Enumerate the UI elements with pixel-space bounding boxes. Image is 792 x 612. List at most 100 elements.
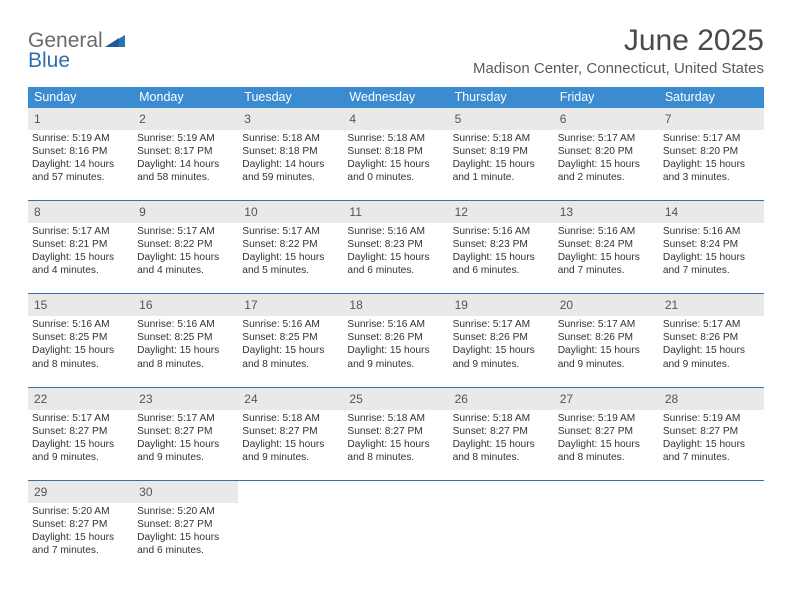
week-row: 8Sunrise: 5:17 AMSunset: 8:21 PMDaylight… xyxy=(28,200,764,283)
day-details: Sunrise: 5:18 AMSunset: 8:27 PMDaylight:… xyxy=(347,412,444,464)
day-cell: 6 Sunrise: 5:17 AMSunset: 8:20 PMDaylight… xyxy=(554,108,659,190)
day-details: Sunrise: 5:16 AMSunset: 8:24 PMDaylight:… xyxy=(663,225,760,277)
dow-header-wednesday: Wednesday xyxy=(343,87,448,108)
day-number: 22 xyxy=(34,392,47,406)
dow-header-sunday: Sunday xyxy=(28,87,133,108)
day-cell: 7Sunrise: 5:17 AMSunset: 8:20 PMDaylight… xyxy=(659,108,764,190)
day-cell: 29Sunrise: 5:20 AMSunset: 8:27 PMDayligh… xyxy=(28,481,133,563)
day-number: 23 xyxy=(139,392,152,406)
day-details: Sunrise: 5:18 AMSunset: 8:18 PMDaylight:… xyxy=(347,132,444,184)
day-number: 12 xyxy=(455,205,468,219)
day-cell: 22Sunrise: 5:17 AMSunset: 8:27 PMDayligh… xyxy=(28,388,133,470)
day-details: Sunrise: 5:16 AMSunset: 8:25 PMDaylight:… xyxy=(242,318,339,370)
day-cell: 13 Sunrise: 5:16 AMSunset: 8:24 PMDayligh… xyxy=(554,201,659,283)
day-cell: 8Sunrise: 5:17 AMSunset: 8:21 PMDaylight… xyxy=(28,201,133,283)
dow-header-saturday: Saturday xyxy=(659,87,764,108)
day-cell: 20 Sunrise: 5:17 AMSunset: 8:26 PMDayligh… xyxy=(554,294,659,376)
day-details: Sunrise: 5:17 AMSunset: 8:22 PMDaylight:… xyxy=(242,225,339,277)
daynum-bar: 6 xyxy=(554,108,659,130)
day-number: 27 xyxy=(560,392,573,406)
daynum-bar: 4 xyxy=(343,108,448,130)
day-details: Sunrise: 5:17 AMSunset: 8:22 PMDaylight:… xyxy=(137,225,234,277)
day-details: Sunrise: 5:20 AMSunset: 8:27 PMDaylight:… xyxy=(137,505,234,557)
empty-cell xyxy=(554,481,659,563)
day-number: 10 xyxy=(244,205,257,219)
daynum-bar: 8 xyxy=(28,201,133,223)
day-number: 20 xyxy=(560,298,573,312)
day-number: 11 xyxy=(349,205,361,219)
week-row: 22 Sunrise: 5:17 AMSunset: 8:27 PMDayligh… xyxy=(28,387,764,470)
day-cell: 10 Sunrise: 5:17 AMSunset: 8:22 PMDayligh… xyxy=(238,201,343,283)
day-number: 21 xyxy=(665,298,678,312)
daynum-bar: 26 xyxy=(449,388,554,410)
day-number: 5 xyxy=(455,112,462,126)
day-details: Sunrise: 5:16 AMSunset: 8:24 PMDaylight:… xyxy=(558,225,655,277)
day-details: Sunrise: 5:18 AMSunset: 8:18 PMDaylight:… xyxy=(242,132,339,184)
day-cell: 2Sunrise: 5:19 AMSunset: 8:17 PMDaylight… xyxy=(133,108,238,190)
day-cell: 21 Sunrise: 5:17 AMSunset: 8:26 PMDayligh… xyxy=(659,294,764,376)
day-cell: 3 Sunrise: 5:18 AMSunset: 8:18 PMDaylight… xyxy=(238,108,343,190)
day-number: 4 xyxy=(349,112,356,126)
day-details: Sunrise: 5:16 AMSunset: 8:23 PMDaylight:… xyxy=(453,225,550,277)
daynum-bar: 30 xyxy=(133,481,238,503)
day-number: 28 xyxy=(665,392,678,406)
logo: General Blue xyxy=(28,24,125,71)
empty-cell xyxy=(343,481,448,563)
day-details: Sunrise: 5:18 AMSunset: 8:27 PMDaylight:… xyxy=(242,412,339,464)
dow-header-friday: Friday xyxy=(554,87,659,108)
day-details: Sunrise: 5:17 AMSunset: 8:26 PMDaylight:… xyxy=(663,318,760,370)
day-cell: 27Sunrise: 5:19 AMSunset: 8:27 PMDayligh… xyxy=(554,388,659,470)
location-subtitle: Madison Center, Connecticut, United Stat… xyxy=(473,60,764,77)
daynum-bar: 27 xyxy=(554,388,659,410)
day-details: Sunrise: 5:17 AMSunset: 8:20 PMDaylight:… xyxy=(558,132,655,184)
day-cell: 25 Sunrise: 5:18 AMSunset: 8:27 PMDayligh… xyxy=(343,388,448,470)
week-row: 1Sunrise: 5:19 AMSunset: 8:16 PMDaylight… xyxy=(28,108,764,190)
day-cell: 28Sunrise: 5:19 AMSunset: 8:27 PMDayligh… xyxy=(659,388,764,470)
daynum-bar: 22 xyxy=(28,388,133,410)
dow-header-monday: Monday xyxy=(133,87,238,108)
calendar-grid: SundayMondayTuesdayWednesdayThursdayFrid… xyxy=(28,87,764,563)
dow-header-row: SundayMondayTuesdayWednesdayThursdayFrid… xyxy=(28,87,764,108)
day-details: Sunrise: 5:16 AMSunset: 8:26 PMDaylight:… xyxy=(347,318,444,370)
daynum-bar: 21 xyxy=(659,294,764,316)
day-details: Sunrise: 5:18 AMSunset: 8:19 PMDaylight:… xyxy=(453,132,550,184)
daynum-bar: 14 xyxy=(659,201,764,223)
logo-word-blue: Blue xyxy=(28,50,125,71)
day-number: 30 xyxy=(139,485,152,499)
day-details: Sunrise: 5:17 AMSunset: 8:20 PMDaylight:… xyxy=(663,132,760,184)
day-number: 3 xyxy=(244,112,251,126)
empty-cell xyxy=(238,481,343,563)
day-number: 17 xyxy=(244,298,257,312)
day-number: 14 xyxy=(665,205,678,219)
day-number: 25 xyxy=(349,392,362,406)
daynum-bar: 1 xyxy=(28,108,133,130)
daynum-bar: 3 xyxy=(238,108,343,130)
day-cell: 4 Sunrise: 5:18 AMSunset: 8:18 PMDaylight… xyxy=(343,108,448,190)
logo-triangle-icon xyxy=(105,33,125,52)
day-details: Sunrise: 5:19 AMSunset: 8:17 PMDaylight:… xyxy=(137,132,234,184)
day-number: 13 xyxy=(560,205,573,219)
day-number: 9 xyxy=(139,205,146,219)
day-cell: 1Sunrise: 5:19 AMSunset: 8:16 PMDaylight… xyxy=(28,108,133,190)
dow-header-thursday: Thursday xyxy=(449,87,554,108)
week-row: 15Sunrise: 5:16 AMSunset: 8:25 PMDayligh… xyxy=(28,293,764,376)
day-cell: 5 Sunrise: 5:18 AMSunset: 8:19 PMDaylight… xyxy=(449,108,554,190)
daynum-bar: 11 xyxy=(343,201,448,223)
day-number: 6 xyxy=(560,112,567,126)
day-details: Sunrise: 5:17 AMSunset: 8:27 PMDaylight:… xyxy=(137,412,234,464)
day-cell: 18Sunrise: 5:16 AMSunset: 8:26 PMDayligh… xyxy=(343,294,448,376)
day-cell: 12 Sunrise: 5:16 AMSunset: 8:23 PMDayligh… xyxy=(449,201,554,283)
daynum-bar: 25 xyxy=(343,388,448,410)
daynum-bar: 16 xyxy=(133,294,238,316)
day-number: 19 xyxy=(455,298,468,312)
day-cell: 19Sunrise: 5:17 AMSunset: 8:26 PMDayligh… xyxy=(449,294,554,376)
daynum-bar: 2 xyxy=(133,108,238,130)
day-details: Sunrise: 5:17 AMSunset: 8:26 PMDaylight:… xyxy=(558,318,655,370)
daynum-bar: 12 xyxy=(449,201,554,223)
daynum-bar: 7 xyxy=(659,108,764,130)
empty-cell xyxy=(659,481,764,563)
daynum-bar: 9 xyxy=(133,201,238,223)
daynum-bar: 5 xyxy=(449,108,554,130)
day-cell: 9 Sunrise: 5:17 AMSunset: 8:22 PMDaylight… xyxy=(133,201,238,283)
daynum-bar: 24 xyxy=(238,388,343,410)
